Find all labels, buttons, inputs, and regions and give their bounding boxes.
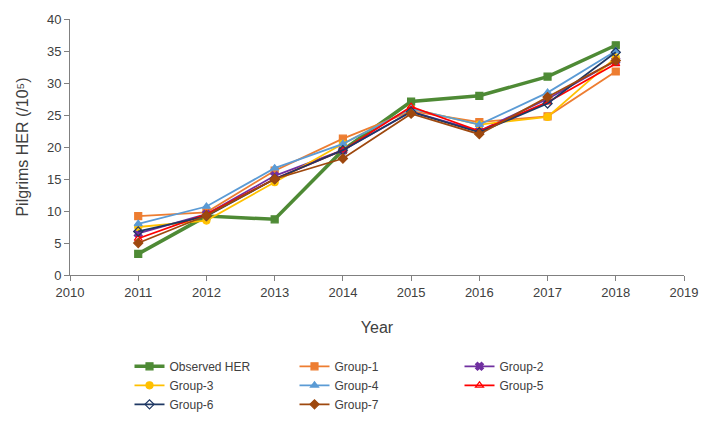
svg-text:35: 35 xyxy=(47,44,61,59)
svg-text:2011: 2011 xyxy=(124,285,152,300)
svg-text:40: 40 xyxy=(47,12,61,27)
svg-text:25: 25 xyxy=(47,108,61,123)
svg-text:Observed HER: Observed HER xyxy=(170,360,251,374)
svg-text:2018: 2018 xyxy=(601,285,630,300)
svg-text:5: 5 xyxy=(54,236,61,251)
svg-text:Year: Year xyxy=(361,319,394,336)
svg-text:15: 15 xyxy=(47,172,61,187)
svg-text:30: 30 xyxy=(47,76,61,91)
svg-text:2019: 2019 xyxy=(670,285,699,300)
svg-text:Pilgrims HER (/10⁵): Pilgrims HER (/10⁵) xyxy=(14,77,31,216)
svg-text:Group-2: Group-2 xyxy=(500,360,544,374)
svg-text:2017: 2017 xyxy=(533,285,562,300)
svg-text:Group-7: Group-7 xyxy=(335,398,379,412)
svg-text:Group-6: Group-6 xyxy=(170,398,214,412)
svg-text:2016: 2016 xyxy=(465,285,494,300)
svg-text:2013: 2013 xyxy=(260,285,289,300)
svg-text:20: 20 xyxy=(47,140,61,155)
svg-text:Group-1: Group-1 xyxy=(335,360,379,374)
svg-text:Group-4: Group-4 xyxy=(335,379,379,393)
svg-text:2012: 2012 xyxy=(192,285,221,300)
svg-text:2010: 2010 xyxy=(56,285,85,300)
svg-text:Group-3: Group-3 xyxy=(170,379,214,393)
svg-text:2015: 2015 xyxy=(397,285,426,300)
svg-text:Group-5: Group-5 xyxy=(500,379,544,393)
svg-text:2014: 2014 xyxy=(328,285,357,300)
svg-text:10: 10 xyxy=(47,204,61,219)
svg-text:0: 0 xyxy=(54,268,61,283)
